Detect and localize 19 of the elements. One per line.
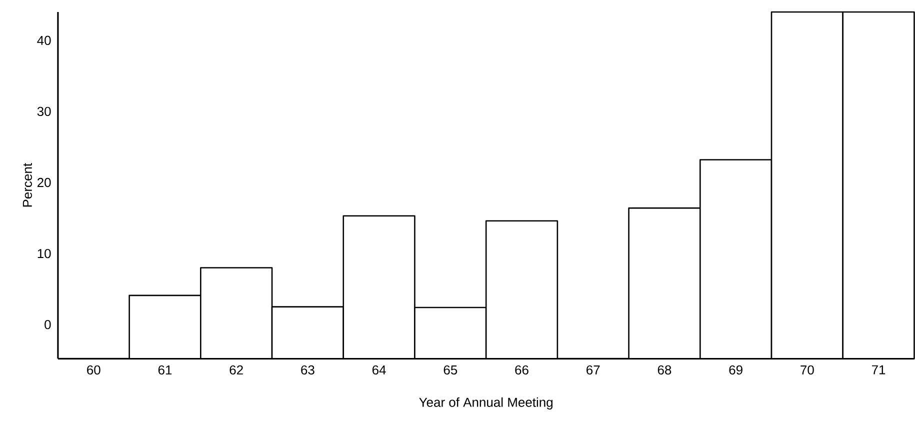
y-tick-label: 0 [44, 320, 51, 330]
x-tick-label: 60 [87, 366, 100, 375]
x-tick-label: 66 [515, 366, 528, 375]
x-tick-label: 71 [872, 366, 886, 374]
x-tick-label: 64 [372, 366, 386, 375]
x-tick-label: 61 [158, 366, 172, 375]
x-tick-label: 63 [301, 366, 314, 375]
x-tick-label: 62 [230, 366, 243, 375]
y-tick-label: 20 [38, 178, 51, 188]
x-tick-label: 69 [729, 366, 742, 375]
x-axis-title: Year of Annual Meeting [419, 398, 552, 410]
x-tick-label: 67 [586, 366, 600, 375]
x-tick-label: 68 [658, 366, 672, 375]
y-axis-title: Percent [22, 163, 32, 207]
x-tick-label: 70 [800, 366, 814, 375]
x-tick-label: 65 [444, 366, 458, 375]
y-tick-label: 30 [37, 107, 51, 116]
y-tick-label: 40 [37, 36, 51, 46]
y-tick-label: 10 [38, 249, 51, 258]
